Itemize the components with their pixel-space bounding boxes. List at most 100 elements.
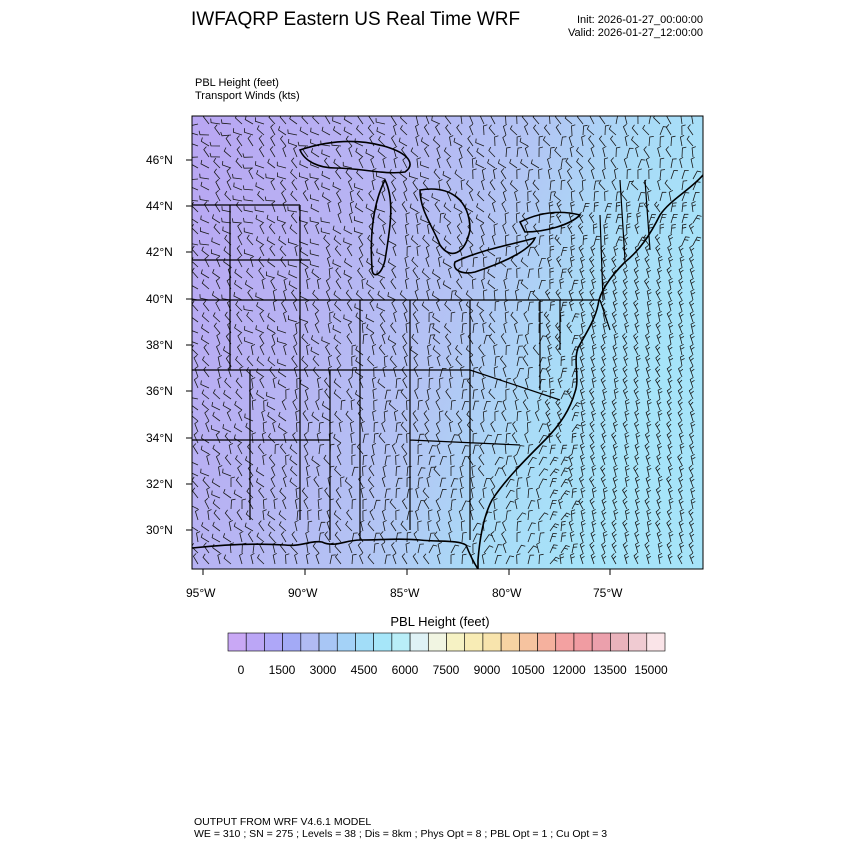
- wind-barb: [549, 533, 557, 543]
- colorbar-label: 9000: [473, 663, 501, 677]
- wind-barb: [304, 266, 309, 279]
- wind-barb: [657, 442, 663, 455]
- wind-barb: [535, 486, 541, 499]
- wind-barb: [332, 225, 342, 235]
- wind-barb: [537, 498, 542, 510]
- wind-barb: [226, 178, 232, 191]
- wind-barb: [600, 366, 606, 378]
- wind-barb: [679, 256, 685, 268]
- wind-barb: [549, 146, 555, 158]
- wind-barb: [644, 497, 650, 510]
- wind-barb: [410, 235, 419, 246]
- wind-barb: [390, 278, 397, 290]
- wind-barb: [689, 244, 695, 257]
- wind-barb: [514, 321, 519, 334]
- wind-barb: [450, 544, 460, 554]
- wind-barb: [568, 134, 573, 147]
- wind-barb: [282, 497, 287, 510]
- wind-barb: [465, 345, 474, 356]
- wind-barb: [258, 487, 265, 499]
- wind-barb: [360, 487, 365, 499]
- wind-barb: [666, 409, 672, 422]
- wind-barb: [379, 311, 386, 323]
- wind-barb: [376, 248, 386, 257]
- wind-barb: [578, 167, 584, 180]
- wind-barb: [267, 411, 276, 422]
- wind-barb: [642, 124, 650, 136]
- wind-barb: [654, 366, 661, 378]
- wind-barb: [611, 409, 617, 422]
- wind-barb: [435, 431, 441, 444]
- wind-barb: [483, 434, 493, 444]
- wind-barb: [360, 519, 365, 532]
- wind-barb: [357, 116, 364, 125]
- wind-barb: [243, 206, 254, 213]
- wind-barb: [580, 431, 586, 444]
- wind-barb: [285, 388, 290, 400]
- lat-label: 30°N: [146, 523, 173, 537]
- wind-barb: [613, 168, 619, 180]
- wind-barb: [488, 388, 496, 400]
- wind-barb: [549, 489, 559, 499]
- wind-barb: [635, 398, 641, 411]
- wind-barb: [590, 145, 595, 158]
- wind-barb: [254, 206, 265, 213]
- wind-barb: [494, 554, 502, 565]
- wind-barb: [377, 257, 386, 268]
- wind-barb: [472, 168, 477, 180]
- wind-barb: [555, 432, 562, 444]
- wind-barb: [505, 422, 512, 433]
- wind-barb: [593, 191, 599, 202]
- wind-barb: [688, 465, 694, 477]
- wind-barb: [294, 388, 299, 400]
- wind-barb: [414, 387, 419, 400]
- wind-barb: [612, 354, 618, 367]
- wind-barb: [494, 544, 503, 554]
- colorbar-swatch: [300, 632, 320, 652]
- wind-barb: [493, 223, 498, 235]
- wind-barb: [271, 343, 276, 356]
- wind-barb: [549, 499, 557, 510]
- wind-barb: [622, 366, 628, 378]
- wind-barb: [391, 179, 397, 191]
- wind-barb: [255, 325, 265, 334]
- wind-barb: [593, 201, 599, 213]
- wind-barb: [312, 116, 320, 125]
- wind-barb: [343, 225, 353, 235]
- wind-barb: [600, 376, 606, 389]
- wind-barb: [547, 255, 553, 268]
- wind-barb: [560, 367, 568, 378]
- wind-barb: [224, 234, 232, 246]
- wind-barb: [655, 508, 661, 521]
- wind-barb: [655, 377, 661, 389]
- wind-barb: [538, 146, 544, 158]
- wind-barb: [549, 212, 555, 224]
- wind-barb: [612, 299, 618, 312]
- wind-barb: [346, 333, 353, 345]
- wind-barb: [502, 398, 507, 411]
- wind-barb: [532, 344, 540, 356]
- wind-barb: [415, 211, 420, 224]
- wind-barb: [382, 520, 387, 532]
- wind-barb: [527, 466, 535, 477]
- wind-barb: [645, 343, 651, 356]
- wind-barb: [194, 508, 200, 521]
- wind-barb: [204, 498, 210, 510]
- wind-barb: [287, 238, 298, 246]
- wind-barb: [198, 130, 210, 136]
- wind-barb: [483, 477, 491, 488]
- wind-barb: [494, 521, 501, 532]
- wind-barb: [224, 377, 232, 389]
- wind-barb: [549, 267, 554, 279]
- wind-barb: [434, 201, 441, 213]
- wind-barb: [646, 420, 652, 433]
- wind-barb: [538, 553, 544, 565]
- wind-barb: [500, 333, 507, 345]
- wind-barb: [315, 222, 320, 235]
- wind-barb: [522, 399, 529, 411]
- wind-barb: [263, 399, 268, 411]
- lat-label: 32°N: [146, 477, 173, 491]
- wind-barb: [362, 333, 368, 345]
- wind-barb: [602, 487, 608, 499]
- wind-barb: [276, 161, 287, 169]
